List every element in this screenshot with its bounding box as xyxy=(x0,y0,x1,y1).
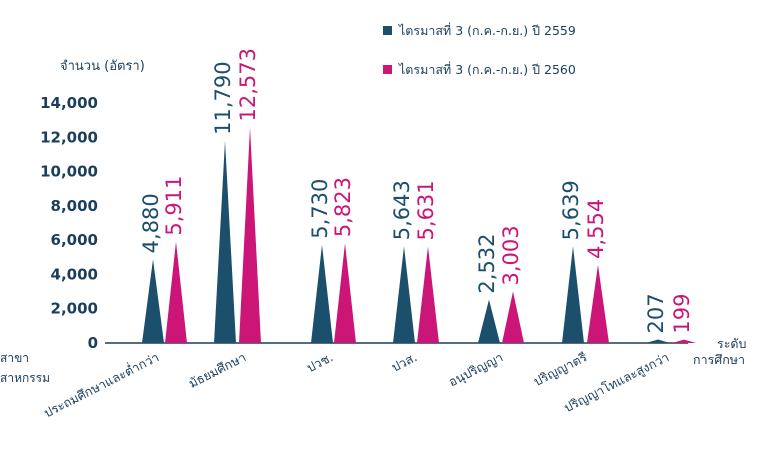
legend-swatch-2560 xyxy=(383,65,392,74)
bar xyxy=(142,259,164,343)
value-label: 3,003 xyxy=(499,225,523,285)
bar xyxy=(502,291,524,343)
value-label: 5,911 xyxy=(162,176,186,236)
y-tick-label: 8,000 xyxy=(51,197,98,215)
y-tick-label: 12,000 xyxy=(40,128,98,146)
category-label: ปริญญาตรี xyxy=(531,349,590,389)
value-label: 4,880 xyxy=(139,193,163,253)
legend: ไตรมาสที่ 3 (ก.ค.-ก.ย.) ปี 2559 ไตรมาสที… xyxy=(383,22,576,77)
bar xyxy=(562,246,584,343)
bar xyxy=(417,246,439,343)
value-label: 5,823 xyxy=(331,177,355,237)
category-labels: ประถมศึกษาและต่ำกว่า มัธยมศึกษา ปวช. ปวส. อน… xyxy=(41,348,672,420)
y-tick-label: 14,000 xyxy=(40,94,98,112)
value-label: 199 xyxy=(670,293,694,333)
value-label: 5,643 xyxy=(390,180,414,240)
legend-label-2559: ไตรมาสที่ 3 (ก.ค.-ก.ย.) ปี 2559 xyxy=(398,22,576,38)
value-label: 5,730 xyxy=(308,179,332,239)
y-tick-label: 6,000 xyxy=(51,231,98,249)
category-label: อนุปริญญา xyxy=(446,349,506,390)
value-label: 4,554 xyxy=(584,199,608,259)
legend-label-2560: ไตรมาสที่ 3 (ก.ค.-ก.ย.) ปี 2560 xyxy=(398,61,576,77)
value-labels: 4,880 11,790 5,730 5,643 2,532 5,639 207 5,911 1… xyxy=(139,48,694,334)
y-axis-title: จำนวน (อัตรา) xyxy=(60,59,145,74)
y-tick-label: 0 xyxy=(88,334,98,352)
category-label: ปวช. xyxy=(304,349,335,375)
value-label: 12,573 xyxy=(236,48,260,121)
bar xyxy=(587,264,609,343)
bars xyxy=(142,127,696,343)
value-label: 5,639 xyxy=(559,180,583,240)
bar xyxy=(334,243,356,343)
y-tick-label: 10,000 xyxy=(40,163,98,181)
legend-swatch-2559 xyxy=(383,26,392,35)
bar xyxy=(311,244,333,343)
x-axis-title-line2: การศึกษา xyxy=(693,352,745,367)
y-axis-ticks: 0 2,000 4,000 6,000 8,000 10,000 12,000 14,000 xyxy=(40,94,98,352)
value-label: 5,631 xyxy=(414,180,438,240)
y-tick-label: 4,000 xyxy=(51,265,98,283)
bar xyxy=(165,241,187,343)
category-label: มัธยมศึกษา xyxy=(186,349,248,391)
bar xyxy=(214,140,236,343)
category-label: ปวส. xyxy=(389,349,419,374)
category-label: ประถมศึกษาและต่ำกว่า xyxy=(41,348,162,420)
y-tick-label: 2,000 xyxy=(51,300,98,318)
left-cut-text-line2: สาหกรรม xyxy=(0,371,50,385)
bar xyxy=(478,299,500,343)
value-label: 11,790 xyxy=(211,61,235,134)
bar xyxy=(239,127,261,343)
value-label: 2,532 xyxy=(475,233,499,293)
left-cut-text-line1: สาขา xyxy=(0,351,29,365)
x-axis-title-line1: ระดับ xyxy=(717,336,747,351)
bar xyxy=(672,339,696,343)
bar xyxy=(393,246,415,343)
value-label: 207 xyxy=(644,293,668,333)
bar xyxy=(646,339,670,343)
